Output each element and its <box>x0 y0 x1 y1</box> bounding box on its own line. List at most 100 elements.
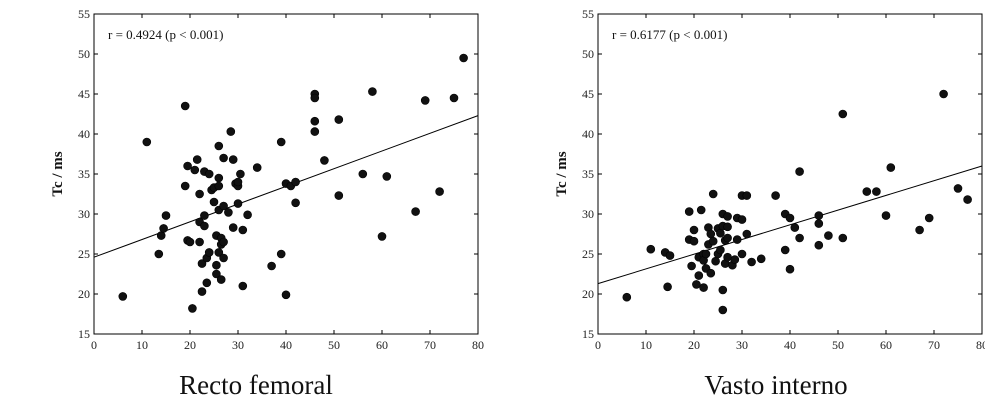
x-tick-label: 70 <box>928 338 940 352</box>
data-point <box>814 240 824 250</box>
data-point <box>699 283 708 292</box>
data-point <box>252 163 262 172</box>
data-point <box>202 278 212 288</box>
data-point <box>963 195 972 204</box>
x-tick-label: 30 <box>736 338 748 352</box>
y-tick-label: 55 <box>582 7 594 21</box>
y-tick-label: 55 <box>78 7 90 21</box>
data-point <box>200 211 209 220</box>
x-tick-label: 30 <box>232 338 244 352</box>
y-tick-label: 25 <box>78 247 90 261</box>
data-point <box>233 177 243 187</box>
y-tick-label: 45 <box>582 87 594 101</box>
data-point <box>742 229 752 239</box>
y-tick-label: 25 <box>582 247 594 261</box>
data-point <box>192 155 202 164</box>
x-tick-label: 20 <box>184 338 196 352</box>
data-point <box>197 259 207 268</box>
data-point <box>233 199 243 208</box>
y-tick-label: 50 <box>78 47 90 61</box>
data-point <box>224 208 233 217</box>
panel-caption: Vasto interno <box>704 370 847 400</box>
correlation-annotation: r = 0.4924 (p < 0.001) <box>108 27 223 42</box>
data-point <box>154 249 164 259</box>
data-point <box>824 231 833 240</box>
data-point <box>212 260 221 270</box>
data-point <box>814 211 824 220</box>
data-point <box>159 224 168 233</box>
y-tick-label: 35 <box>78 167 90 181</box>
data-point <box>718 285 728 295</box>
data-point <box>780 245 790 255</box>
data-point <box>708 189 718 199</box>
data-point <box>204 169 214 179</box>
data-point <box>862 187 872 196</box>
data-point <box>204 248 214 257</box>
plot-frame <box>597 13 983 335</box>
data-point <box>924 213 934 223</box>
data-point <box>665 251 675 260</box>
y-tick-label: 20 <box>78 287 90 301</box>
data-point <box>708 236 718 246</box>
y-tick-label: 20 <box>582 287 594 301</box>
data-point <box>185 237 195 247</box>
data-point <box>214 173 224 183</box>
data-point <box>214 141 224 151</box>
data-point <box>420 96 430 105</box>
data-point <box>377 232 387 241</box>
data-point <box>459 53 468 63</box>
panel-caption: Recto femoral <box>179 370 333 400</box>
data-point <box>320 156 329 165</box>
data-point <box>785 264 795 274</box>
data-point <box>291 198 300 208</box>
data-point <box>747 257 756 267</box>
correlation-annotation: r = 0.6177 (p < 0.001) <box>612 27 727 42</box>
data-point <box>310 116 320 126</box>
data-point <box>219 237 228 247</box>
data-point <box>723 212 732 221</box>
data-point <box>756 254 766 264</box>
data-point <box>212 269 221 279</box>
y-axis-label: Tc / ms <box>50 151 66 196</box>
data-point <box>838 233 848 243</box>
data-point <box>730 255 740 264</box>
data-point <box>214 181 224 191</box>
y-tick-label: 35 <box>582 167 594 181</box>
data-point <box>243 210 252 220</box>
data-point <box>180 101 190 111</box>
data-point <box>161 211 171 220</box>
data-point <box>334 115 344 124</box>
data-point <box>646 244 656 254</box>
y-tick-label: 45 <box>78 87 90 101</box>
data-point <box>195 189 204 199</box>
x-tick-label: 10 <box>640 338 652 352</box>
data-point <box>219 153 228 163</box>
data-point <box>358 169 368 179</box>
data-point <box>291 177 300 187</box>
data-point <box>771 191 780 200</box>
x-tick-label: 80 <box>472 338 484 352</box>
plot-frame <box>93 13 479 335</box>
x-tick-label: 80 <box>976 338 985 352</box>
data-point <box>732 235 742 244</box>
data-point <box>368 87 377 96</box>
data-point <box>814 219 824 228</box>
data-point <box>310 127 320 136</box>
y-tick-label: 40 <box>78 127 90 141</box>
data-point <box>886 163 896 172</box>
data-point <box>238 281 248 291</box>
data-point <box>236 169 245 179</box>
data-point <box>872 187 881 196</box>
data-point <box>200 221 209 231</box>
data-point <box>216 275 226 284</box>
x-tick-label: 70 <box>424 338 436 352</box>
x-tick-label: 50 <box>832 338 844 352</box>
data-point <box>881 211 891 220</box>
data-point <box>795 233 804 243</box>
data-point <box>238 225 248 235</box>
data-point <box>190 165 200 175</box>
data-point <box>706 268 716 278</box>
data-point <box>310 93 320 103</box>
data-point <box>281 290 291 300</box>
data-point <box>214 248 224 257</box>
